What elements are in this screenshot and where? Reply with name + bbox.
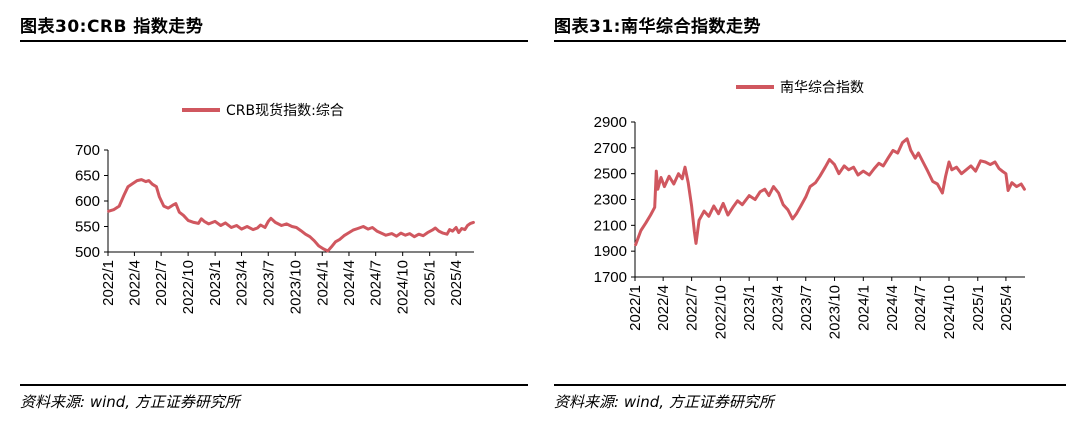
x-tick-label: 2022/7 [684, 285, 701, 331]
x-tick-label: 2024/7 [368, 260, 385, 306]
legend-label: 南华综合指数 [780, 80, 864, 96]
figure-title: 图表31:南华综合指数走势 [554, 17, 761, 37]
x-tick-label: 2022/7 [153, 260, 170, 306]
nanhua-line-chart: 1700 1900 2100 2300 2500 2700 2900 2022/1 2022/4… [594, 80, 1026, 339]
y-tick-label: 600 [75, 193, 100, 210]
y-tick-label: 2700 [594, 140, 627, 157]
y-tick-label: 1700 [594, 269, 627, 286]
x-tick-label: 2024/4 [884, 285, 901, 331]
x-tick-label: 2023/4 [769, 285, 786, 331]
y-tick-label: 500 [75, 244, 100, 261]
y-tick-label: 1900 [594, 243, 627, 260]
x-tick-label: 2022/10 [712, 285, 729, 339]
x-tick-label: 2025/1 [422, 260, 439, 306]
x-tick-label: 2025/4 [998, 285, 1015, 331]
x-tick-label: 2023/10 [287, 260, 304, 314]
y-tick-label: 2900 [594, 114, 627, 131]
x-tick-label: 2024/10 [395, 260, 412, 314]
x-tick-label: 2023/4 [234, 260, 251, 306]
x-tick-label: 2025/4 [448, 260, 465, 306]
title-divider [554, 40, 1066, 42]
x-tick-label: 2025/1 [970, 285, 987, 331]
source-divider [554, 384, 1066, 386]
x-tick-label: 2024/1 [855, 285, 872, 331]
x-tick-label: 2024/1 [314, 260, 331, 306]
y-tick-label: 650 [75, 168, 100, 185]
x-tick-label: 2023/1 [207, 260, 224, 306]
y-tick-label: 550 [75, 219, 100, 236]
y-tick-label: 2300 [594, 192, 627, 209]
x-tick-label: 2022/4 [655, 285, 672, 331]
x-tick-label: 2023/7 [798, 285, 815, 331]
x-tick-label: 2022/1 [100, 260, 117, 306]
x-tick-label: 2023/1 [741, 285, 758, 331]
chart-panel-crb: 图表30:CRB 指数走势 500 550 600 650 700 2022/1 2022/… [20, 17, 528, 411]
x-tick-label: 2024/7 [912, 285, 929, 331]
y-tick-label: 700 [75, 142, 100, 159]
x-tick-label: 2024/10 [941, 285, 958, 339]
series-line [634, 137, 1026, 247]
y-tick-label: 2100 [594, 217, 627, 234]
x-tick-label: 2023/7 [260, 260, 277, 306]
chart-panel-nanhua: 图表31:南华综合指数走势 1700 1900 2100 2300 2500 2700 29… [540, 0, 1080, 429]
legend-label: CRB现货指数:综合 [226, 102, 344, 119]
crb-line-chart: 500 550 600 650 700 2022/1 2022/4 2022/7 2022/10… [75, 102, 475, 314]
x-tick-label: 2023/10 [827, 285, 844, 339]
source-divider [20, 384, 528, 386]
series-line [107, 178, 475, 253]
figure-title: 图表30:CRB 指数走势 [20, 17, 204, 37]
source-note: 资料来源: wind, 方正证券研究所 [554, 393, 774, 411]
x-tick-label: 2022/10 [180, 260, 197, 314]
source-note: 资料来源: wind, 方正证券研究所 [20, 393, 240, 411]
x-tick-label: 2022/1 [627, 285, 644, 331]
title-divider [20, 40, 528, 42]
x-tick-label: 2024/4 [341, 260, 358, 306]
y-tick-label: 2500 [594, 166, 627, 183]
x-tick-label: 2022/4 [126, 260, 143, 306]
